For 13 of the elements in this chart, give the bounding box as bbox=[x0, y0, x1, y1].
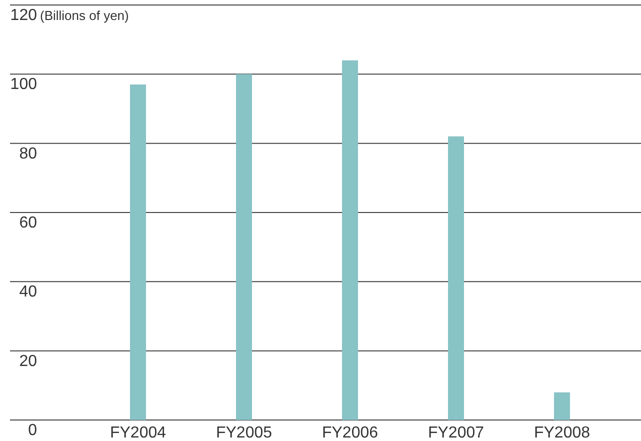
y-tick-label: 100 bbox=[10, 76, 38, 94]
x-tick-label: FY2007 bbox=[428, 424, 484, 441]
y-tick-label: 60 bbox=[19, 214, 38, 232]
y-tick-label: 40 bbox=[19, 284, 38, 301]
x-tick-label: FY2008 bbox=[534, 424, 590, 441]
y-tick-label: 0 bbox=[28, 422, 38, 439]
x-tick-label: FY2004 bbox=[110, 424, 166, 441]
x-tick-label: FY2006 bbox=[322, 424, 378, 441]
y-tick-label: 120 bbox=[10, 7, 38, 24]
y-axis-title: (Billions of yen) bbox=[40, 8, 129, 23]
y-tick-label: 20 bbox=[19, 352, 38, 370]
y-tick-label: 80 bbox=[19, 145, 38, 162]
x-tick-label: FY2005 bbox=[216, 424, 272, 441]
